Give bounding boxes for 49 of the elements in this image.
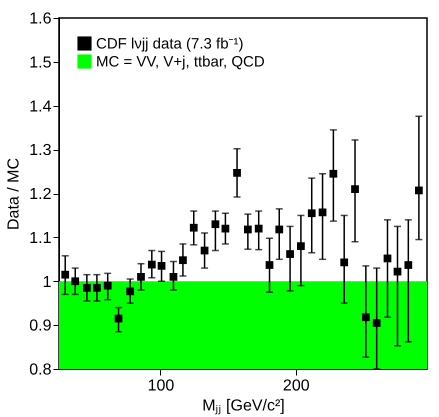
point — [244, 226, 252, 234]
point — [114, 314, 122, 322]
point — [340, 258, 348, 266]
point — [61, 270, 70, 279]
point — [372, 319, 381, 327]
point — [233, 169, 241, 177]
point — [158, 262, 166, 270]
point — [190, 224, 198, 232]
point — [179, 256, 187, 264]
legend-label: MC = VV, V+j, ttbar, QCD — [96, 54, 265, 70]
point — [275, 226, 284, 234]
y-tick-label: 1.6 — [29, 10, 52, 28]
point — [104, 282, 112, 290]
legend-label: CDF lνjj data (7.3 fb⁻¹) — [96, 36, 244, 52]
x-tick-label: 100 — [148, 378, 174, 394]
point — [266, 261, 274, 269]
y-tick-label: 1.3 — [29, 142, 52, 160]
point — [384, 254, 392, 262]
point — [394, 268, 402, 276]
point — [330, 170, 338, 178]
y-tick-label: 0.9 — [29, 318, 52, 335]
y-tick-label: 1.5 — [29, 54, 52, 72]
point — [148, 260, 156, 268]
y-tick-label: 1.2 — [29, 186, 52, 203]
point — [83, 284, 91, 292]
x-axis-title: Mⱼⱼ [GeV/c²] — [202, 398, 285, 414]
point — [308, 209, 316, 218]
point — [404, 261, 412, 269]
point — [212, 220, 220, 228]
y-tick-label: 1 — [42, 274, 52, 291]
point — [222, 224, 230, 232]
point — [170, 272, 178, 281]
point — [415, 186, 423, 194]
point — [254, 224, 263, 232]
point — [200, 246, 208, 254]
point — [362, 313, 370, 322]
point — [318, 208, 326, 216]
point — [351, 185, 359, 193]
point — [286, 250, 294, 258]
point — [126, 287, 134, 296]
point — [71, 277, 80, 286]
point — [297, 242, 305, 250]
y-tick-label: 0.8 — [29, 362, 52, 378]
y-tick-label: 1.1 — [29, 230, 52, 247]
y-tick-label: 1.4 — [29, 98, 52, 116]
y-axis-title: Data / MC — [5, 158, 22, 230]
x-tick-label: 200 — [282, 378, 310, 394]
point — [93, 284, 101, 292]
point — [137, 272, 145, 281]
